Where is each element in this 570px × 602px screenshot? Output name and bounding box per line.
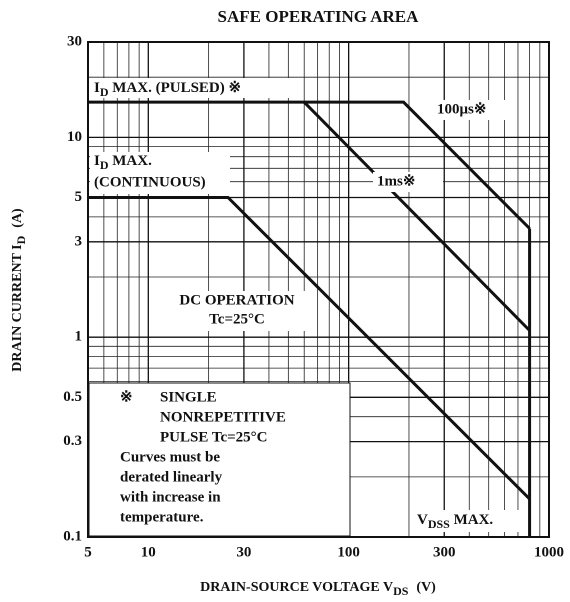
label-bg (373, 172, 443, 192)
y-tick-label: 10 (67, 129, 82, 145)
pulsed-label: ID MAX. (PULSED) ※ (94, 80, 241, 98)
y-tick-label: 30 (67, 33, 82, 49)
chart-title: SAFE OPERATING AREA (218, 7, 420, 26)
y-axis-label: DRAIN CURRENT ID(A) (10, 208, 28, 372)
labels: ID MAX. (PULSED) ※ ID MAX. (CONTINUOUS) … (88, 78, 524, 537)
note-mark: ※ (120, 389, 133, 405)
x-tick-label: 5 (84, 544, 92, 560)
note-caveat: Curves must be (120, 449, 220, 465)
continuous-label: ID MAX. (94, 153, 152, 171)
y-tick-label: 1 (75, 329, 83, 345)
x-tick-label: 100 (337, 544, 360, 560)
dc-temp: Tc=25°C (209, 311, 265, 327)
note-caveat: temperature. (120, 509, 204, 525)
y-tick-label: 3 (75, 233, 83, 249)
note-caveat: derated linearly (120, 469, 223, 485)
label-bg (412, 510, 524, 532)
label-bg (90, 78, 300, 98)
continuous-label: (CONTINUOUS) (94, 174, 206, 190)
plot-frame (87, 41, 550, 538)
series-label: DC OPERATION (179, 292, 294, 308)
label-bg (90, 152, 230, 194)
y-tick-label: 0.5 (63, 389, 82, 405)
label-bg (432, 100, 512, 120)
note-caveat: with increase in (120, 489, 221, 505)
series-label: 1ms※ (377, 173, 415, 189)
curves (88, 100, 532, 537)
y-tick-label: 0.1 (63, 528, 82, 544)
note-line: SINGLE (160, 389, 217, 405)
y-tick-label: 5 (75, 189, 83, 205)
x-axis-label: DRAIN-SOURCE VOLTAGE VDS (V) (200, 580, 436, 598)
x-tick-label: 30 (236, 544, 251, 560)
note-line: NONREPETITIVE (160, 409, 286, 425)
x-tick-label: 10 (141, 544, 156, 560)
note-box (88, 382, 351, 537)
curve (88, 195, 531, 501)
x-tick-label: 1000 (534, 544, 564, 560)
curve (303, 101, 531, 332)
curve (88, 100, 531, 230)
note-line: PULSE Tc=25°C (160, 429, 268, 445)
vdss-label: VDSS MAX. (417, 512, 493, 530)
series-label: 100μs※ (437, 101, 486, 117)
label-bg (160, 291, 312, 331)
y-tick-label: 0.3 (63, 433, 82, 449)
x-tick-label: 300 (433, 544, 456, 560)
